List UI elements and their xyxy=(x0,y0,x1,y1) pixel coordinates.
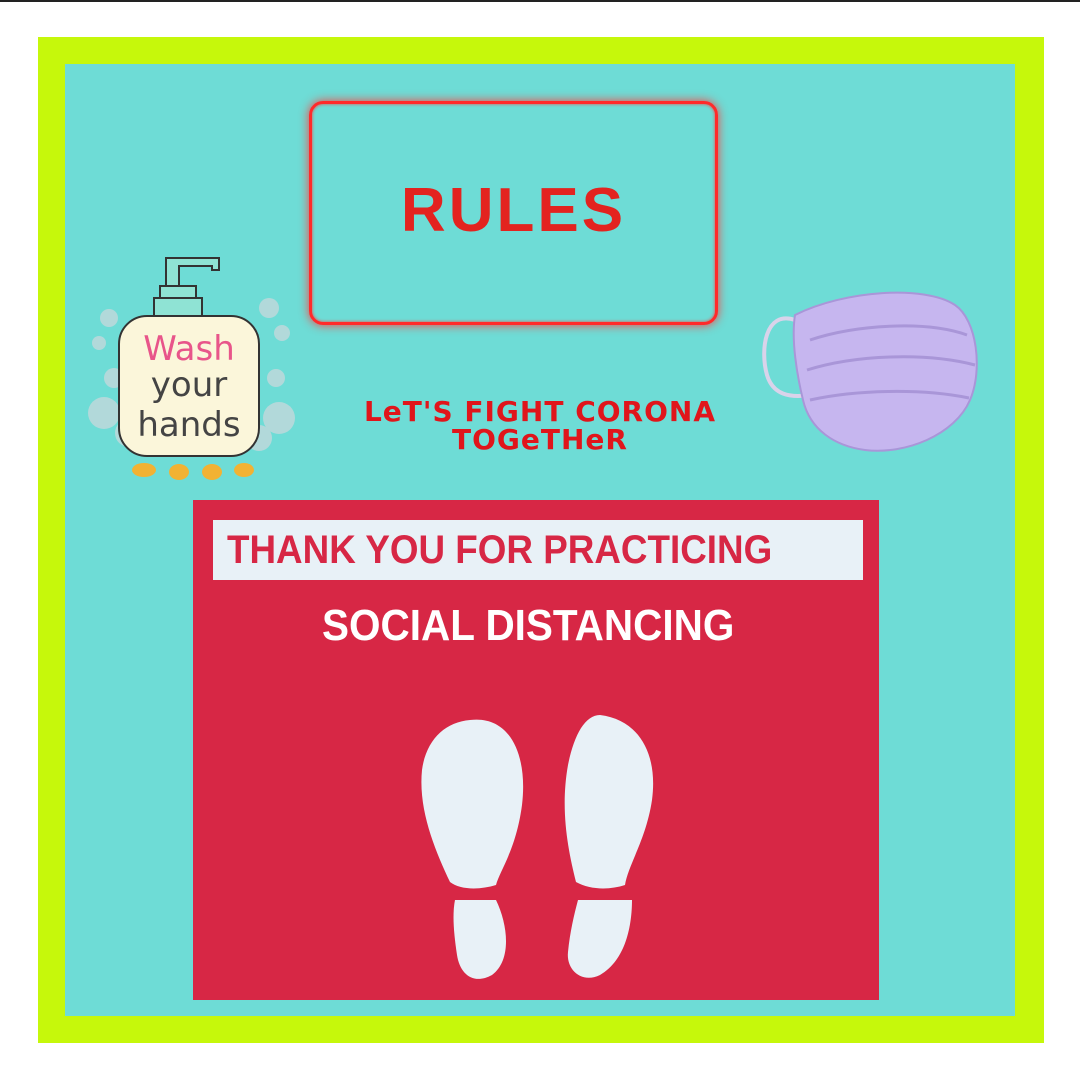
hands-word: hands xyxy=(137,405,240,445)
wash-word: Wash xyxy=(143,329,235,369)
top-border-line xyxy=(0,0,1080,2)
face-mask-icon xyxy=(762,291,978,452)
thank-you-banner: THANK YOU FOR PRACTICING xyxy=(213,520,863,580)
tagline: LeT'S FIGHT CORONA TOGeTHeR xyxy=(330,398,750,454)
thank-you-text: THANK YOU FOR PRACTICING xyxy=(227,528,773,572)
tagline-line-2: TOGeTHeR xyxy=(452,423,628,456)
tagline-line-1: LeT'S FIGHT CORONA xyxy=(363,395,717,428)
footprints-icon xyxy=(421,715,654,979)
social-distancing-text: SOCIAL DISTANCING xyxy=(322,601,735,650)
social-distancing-sign xyxy=(193,500,879,1000)
rules-title-box: RULES xyxy=(309,101,718,325)
rules-title: RULES xyxy=(400,176,627,245)
your-word: your xyxy=(151,365,227,405)
wash-hands-sticker: Wash your hands xyxy=(88,257,295,480)
